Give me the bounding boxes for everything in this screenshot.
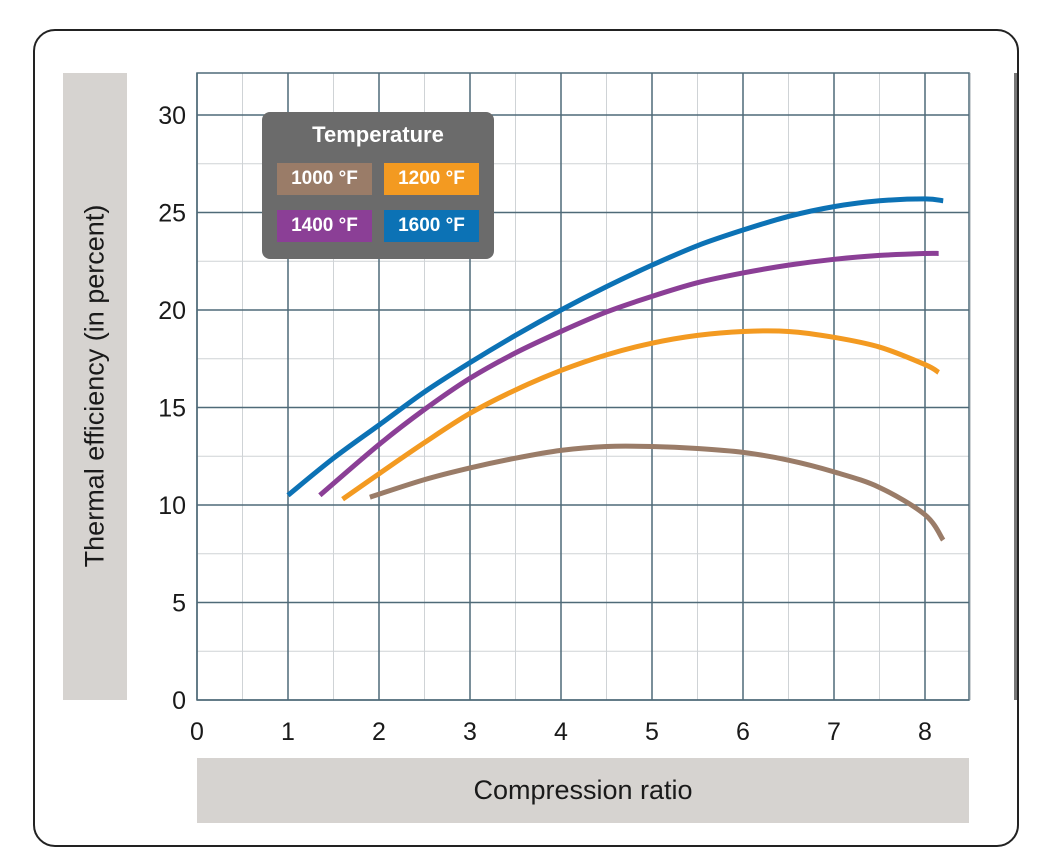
x-tick-label: 2 xyxy=(372,718,386,746)
x-tick-label: 8 xyxy=(918,718,932,746)
series-line-1200f xyxy=(341,328,940,502)
x-tick-label: 4 xyxy=(554,718,568,746)
legend: Temperature 1000 °F 1200 °F 1400 °F 1600… xyxy=(262,112,494,259)
y-tick-label: 5 xyxy=(172,590,186,618)
x-axis-label-box: Compression ratio xyxy=(197,758,969,823)
legend-item-1400f: 1400 °F xyxy=(277,210,372,242)
series-line-1000f xyxy=(369,443,946,542)
right-divider xyxy=(1014,73,1017,700)
x-tick-label: 6 xyxy=(736,718,750,746)
y-tick-label: 0 xyxy=(172,687,186,715)
series-line-1600f xyxy=(286,196,944,498)
plot-border xyxy=(196,72,970,701)
x-tick-label: 5 xyxy=(645,718,659,746)
y-tick-label: 25 xyxy=(158,200,186,228)
y-tick-label: 20 xyxy=(158,297,186,325)
y-tick-label: 10 xyxy=(158,492,186,520)
legend-item-1000f: 1000 °F xyxy=(277,163,372,195)
x-axis-label: Compression ratio xyxy=(473,775,693,805)
y-tick-label: 15 xyxy=(158,395,186,423)
x-tick-label: 1 xyxy=(281,718,295,746)
y-axis-label-box xyxy=(63,73,127,700)
legend-item-1600f: 1600 °F xyxy=(384,210,479,242)
y-tick-label: 30 xyxy=(158,102,186,130)
x-tick-label: 7 xyxy=(827,718,841,746)
series-line-1400f xyxy=(318,250,939,498)
x-tick-label: 0 xyxy=(190,718,204,746)
x-tick-label: 3 xyxy=(463,718,477,746)
legend-title: Temperature xyxy=(312,122,444,147)
legend-item-1200f: 1200 °F xyxy=(384,163,479,195)
